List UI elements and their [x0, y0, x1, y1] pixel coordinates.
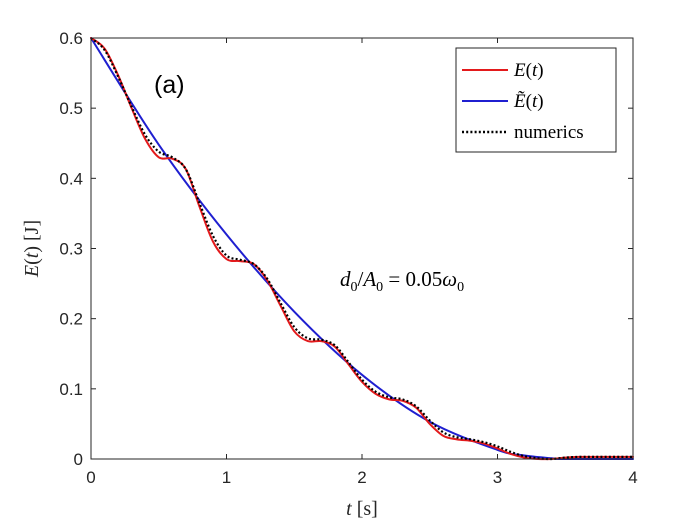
legend: E(t) Ẽ(t) numerics	[455, 47, 617, 153]
x-tick-label: 1	[222, 468, 231, 487]
y-tick-label: 0.5	[59, 99, 83, 118]
y-axis-title-text: E(t) [J]	[21, 220, 43, 278]
y-tick-label: 0.4	[59, 169, 83, 188]
panel-label: (a)	[154, 71, 185, 99]
x-axis-title: t [s]	[346, 498, 378, 520]
y-tick-label: 0.2	[59, 310, 83, 329]
y-tick-label: 0.1	[59, 380, 83, 399]
ticks-layer: 0 1 2 3 4 0 0.1 0.2 0.3 0.4 0.5 0.6	[59, 29, 637, 487]
x-tick-label: 2	[357, 468, 366, 487]
x-axis-title-text: t [s]	[346, 498, 378, 520]
annotation-text: d0/A0 = 0.05ω0	[340, 267, 464, 295]
annotation: d0/A0 = 0.05ω0	[340, 267, 464, 295]
legend-label: numerics	[514, 122, 584, 143]
y-tick-label: 0	[74, 450, 83, 469]
y-tick-label: 0.6	[59, 29, 83, 48]
x-tick-label: 3	[493, 468, 502, 487]
legend-label: Ẽ(t)	[513, 91, 544, 112]
y-tick-label: 0.3	[59, 240, 83, 259]
legend-label: E(t)	[513, 60, 544, 81]
x-tick-label: 0	[86, 468, 95, 487]
x-tick-label: 4	[628, 468, 637, 487]
y-axis-title: E(t) [J]	[21, 220, 43, 278]
